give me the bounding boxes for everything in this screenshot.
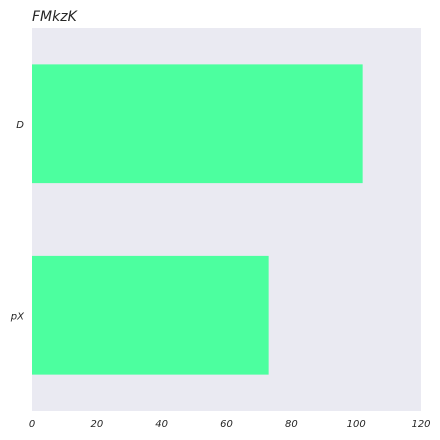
y-axis-tick-labels: DpX xyxy=(10,120,25,323)
chart-title: FMkzK xyxy=(32,9,79,25)
x-tick-label: 120 xyxy=(411,419,430,430)
x-tick-label: 60 xyxy=(220,419,233,430)
bar-pX xyxy=(32,255,269,375)
x-tick-label: 80 xyxy=(285,419,298,430)
y-tick-label: pX xyxy=(10,311,25,322)
x-axis-tick-labels: 0 20 40 60 80 100 120 xyxy=(29,419,431,430)
bar-D xyxy=(32,64,363,184)
x-tick-label: 100 xyxy=(347,419,366,430)
y-tick-label: D xyxy=(16,120,24,131)
x-tick-label: 40 xyxy=(155,419,168,430)
x-tick-label: 0 xyxy=(29,419,35,430)
x-tick-label: 20 xyxy=(90,419,103,430)
bars xyxy=(32,64,363,375)
